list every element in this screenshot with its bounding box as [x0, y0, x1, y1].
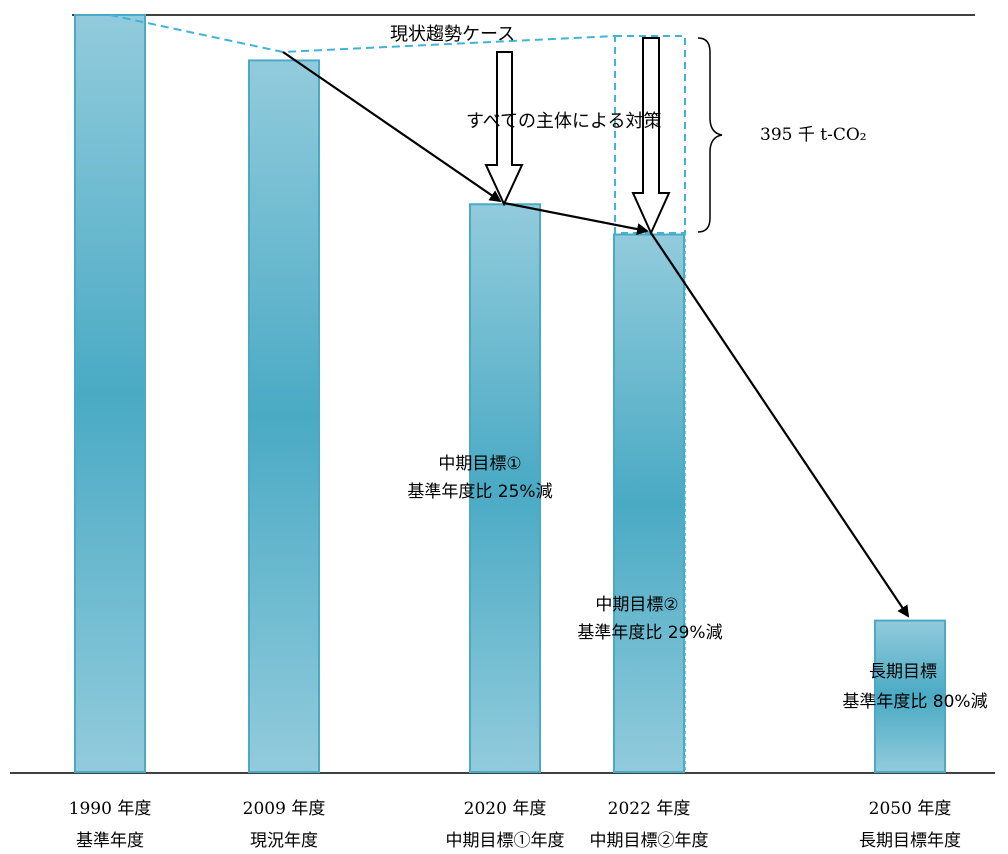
reduction-arrow-2022	[631, 37, 671, 236]
annotation-2050: 長期目標 基準年度比 80%減	[842, 662, 987, 712]
annotation-2020-line2: 基準年度比 25%減	[407, 482, 552, 502]
target-path	[282, 51, 910, 618]
bar-2020	[469, 203, 541, 773]
annotation-2020: 中期目標① 基準年度比 25%減	[407, 454, 552, 502]
sub-label-2020: 中期目標①年度	[446, 831, 565, 851]
reduction-brace	[697, 37, 723, 233]
annotation-2050-line2: 基準年度比 80%減	[842, 692, 987, 712]
reduction-arrow-2020	[484, 51, 524, 207]
reduction-measures-label: すべての主体による対策	[466, 111, 661, 132]
annotation-2022-line1: 中期目標②	[595, 595, 678, 615]
sub-label-2022: 中期目標②年度	[590, 831, 709, 851]
annotation-2050-line1: 長期目標	[869, 662, 937, 682]
bar-2022	[613, 233, 685, 773]
year-label-2009: 2009 年度	[243, 799, 326, 819]
year-label-1990: 1990 年度	[69, 799, 152, 819]
annotation-2022: 中期目標② 基準年度比 29%減	[577, 595, 722, 643]
bau-trend-line	[109, 14, 616, 54]
sub-label-2009: 現況年度	[250, 831, 318, 851]
bau-trend-label: 現状趨勢ケース	[390, 24, 515, 45]
year-label-2020: 2020 年度	[464, 799, 547, 819]
bar-1990	[74, 14, 146, 773]
year-label-2050: 2050 年度	[869, 799, 952, 819]
sub-label-1990: 基準年度	[76, 831, 144, 851]
bar-2009	[248, 59, 320, 774]
reduction-amount-label: 395 千 t-CO₂	[760, 125, 867, 145]
bar-2050	[874, 619, 946, 773]
year-label-2022: 2022 年度	[608, 799, 691, 819]
bars	[74, 14, 946, 774]
annotation-2022-line2: 基準年度比 29%減	[577, 623, 722, 643]
sub-label-2050: 長期目標年度	[859, 831, 961, 851]
annotation-2020-line1: 中期目標①	[438, 454, 521, 474]
